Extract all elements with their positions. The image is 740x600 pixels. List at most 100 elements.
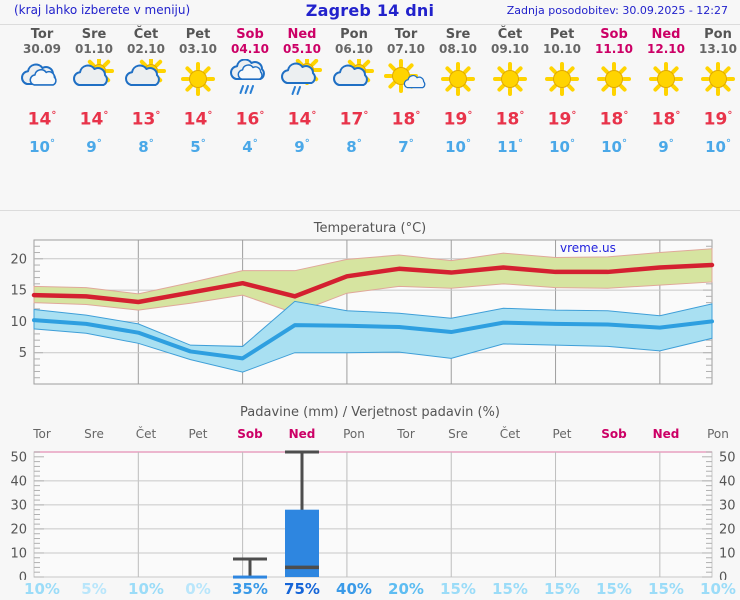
- y-tick-label-left: 50: [10, 450, 27, 465]
- min-temperature: 10°: [445, 137, 471, 156]
- day-column[interactable]: Sre 01.10 14° 9°: [68, 27, 120, 158]
- watermark: vreme.us: [560, 241, 616, 255]
- min-temperature: 8°: [138, 137, 154, 156]
- y-tick-label-left: 40: [10, 474, 27, 489]
- day-date: 08.10: [439, 42, 477, 56]
- sunny-icon: [649, 62, 683, 96]
- y-tick-label-right: 10: [719, 546, 736, 561]
- min-temperature: 8°: [346, 137, 362, 156]
- day-date: 07.10: [387, 42, 425, 56]
- sun-rain-icon: [281, 59, 322, 95]
- day-name: Sob: [600, 27, 628, 42]
- min-temperature: 9°: [658, 137, 674, 156]
- day-date: 09.10: [491, 42, 529, 56]
- day-column[interactable]: Čet 02.10 13° 8°: [120, 27, 172, 158]
- precipitation-day-label: Tor: [33, 427, 51, 441]
- day-date: 10.10: [543, 42, 581, 56]
- day-name: Čet: [497, 27, 523, 42]
- min-temperature: 4°: [242, 137, 258, 156]
- y-tick-label: 10: [10, 315, 27, 330]
- day-name: Pet: [185, 27, 211, 42]
- weather-icon-slot: [120, 59, 172, 103]
- max-temperature: 19°: [443, 109, 473, 130]
- sunny-icon: [493, 62, 527, 96]
- day-column[interactable]: Tor 30.09 14° 10°: [16, 27, 68, 158]
- precipitation-day-label: Sob: [601, 427, 627, 441]
- page-title: Zagreb 14 dni: [305, 1, 435, 20]
- day-column[interactable]: Ned 12.10 18° 9°: [640, 27, 692, 158]
- precipitation-day-label: Pon: [707, 427, 729, 441]
- partly-cloudy-icon: [125, 59, 166, 86]
- y-tick-label-right: 30: [719, 498, 736, 513]
- precipitation-day-label: Ned: [652, 427, 680, 441]
- day-name: Ned: [287, 27, 317, 42]
- day-column[interactable]: Pet 03.10 14° 5°: [172, 27, 224, 158]
- sunny-icon: [701, 62, 735, 96]
- sunny-icon: [545, 62, 579, 96]
- day-date: 05.10: [283, 42, 321, 56]
- weather-icon-slot: [484, 59, 536, 103]
- day-date: 13.10: [699, 42, 737, 56]
- location-hint: (kraj lahko izberete v meniju): [14, 3, 191, 17]
- precipitation-probability: 15%: [648, 580, 684, 598]
- min-temperature: 9°: [294, 137, 310, 156]
- y-tick-label-left: 20: [10, 522, 27, 537]
- max-temperature: 18°: [391, 109, 421, 130]
- precipitation-chart-title: Padavine (mm) / Verjetnost padavin (%): [240, 405, 500, 420]
- day-column[interactable]: Sob 11.10 18° 10°: [588, 27, 640, 158]
- max-temperature: 18°: [495, 109, 525, 130]
- day-name: Čet: [133, 27, 159, 42]
- weather-icon-slot: [224, 59, 276, 103]
- precipitation-probability: 75%: [284, 580, 320, 598]
- min-temperature: 10°: [549, 137, 575, 156]
- max-temperature: 18°: [599, 109, 629, 130]
- precipitation-day-label: Sob: [237, 427, 263, 441]
- last-update-label: Zadnja posodobitev: 30.09.2025 - 12:27: [506, 4, 728, 17]
- day-name: Sre: [445, 27, 471, 42]
- temperature-chart: 5 10 15 20 vreme.us: [10, 239, 715, 385]
- precipitation-probability: 5%: [81, 580, 107, 598]
- y-tick-label-right: 20: [719, 522, 736, 537]
- day-column[interactable]: Ned 05.10 14° 9°: [276, 27, 328, 158]
- weather-icon-slot: [432, 59, 484, 103]
- day-name: Ned: [651, 27, 681, 42]
- min-temperature: 9°: [86, 137, 102, 156]
- header-divider: [0, 24, 740, 25]
- max-temperature: 13°: [131, 109, 161, 130]
- day-name: Tor: [30, 27, 54, 42]
- precipitation-probability: 0%: [185, 580, 211, 598]
- min-temperature: 5°: [190, 137, 206, 156]
- weather-icon-slot: [536, 59, 588, 103]
- day-column[interactable]: Pet 10.10 19° 10°: [536, 27, 588, 158]
- y-tick-label-right: 50: [719, 450, 736, 465]
- weather-icon-slot: [68, 59, 120, 103]
- min-temperature: 10°: [705, 137, 731, 156]
- y-tick-label-left: 0: [19, 571, 27, 581]
- y-tick-label-right: 40: [719, 474, 736, 489]
- day-name: Pon: [340, 27, 368, 42]
- day-column[interactable]: Čet 09.10 18° 11°: [484, 27, 536, 158]
- precipitation-bar[interactable]: [233, 575, 267, 579]
- page-header: (kraj lahko izberete v meniju) Zagreb 14…: [0, 0, 740, 24]
- day-column[interactable]: Pon 13.10 19° 10°: [692, 27, 740, 158]
- day-column[interactable]: Pon 06.10 17° 8°: [328, 27, 380, 158]
- section-divider: [0, 210, 740, 211]
- day-column[interactable]: Tor 07.10 18° 7°: [380, 27, 432, 158]
- day-date: 06.10: [335, 42, 373, 56]
- max-temperature: 14°: [79, 109, 109, 130]
- max-temperature: 14°: [287, 109, 317, 130]
- min-temperature: 10°: [601, 137, 627, 156]
- precipitation-probability: 15%: [544, 580, 580, 598]
- day-name: Tor: [394, 27, 418, 42]
- precipitation-day-label: Čet: [499, 427, 521, 441]
- precipitation-probability: 15%: [440, 580, 476, 598]
- precipitation-day-labels: Tor Sre Čet Pet Sob Ned Pon Tor Sre Čet Pet Sob Ned P…: [0, 427, 740, 445]
- precipitation-day-label: Pet: [188, 427, 208, 441]
- precipitation-day-label: Sre: [84, 427, 104, 441]
- min-temperature: 7°: [398, 137, 414, 156]
- max-temperature: 14°: [183, 109, 213, 130]
- day-date: 11.10: [595, 42, 633, 56]
- precipitation-probability: 10%: [24, 580, 60, 598]
- day-column[interactable]: Sob 04.10 16° 4°: [224, 27, 276, 158]
- day-column[interactable]: Sre 08.10 19° 10°: [432, 27, 484, 158]
